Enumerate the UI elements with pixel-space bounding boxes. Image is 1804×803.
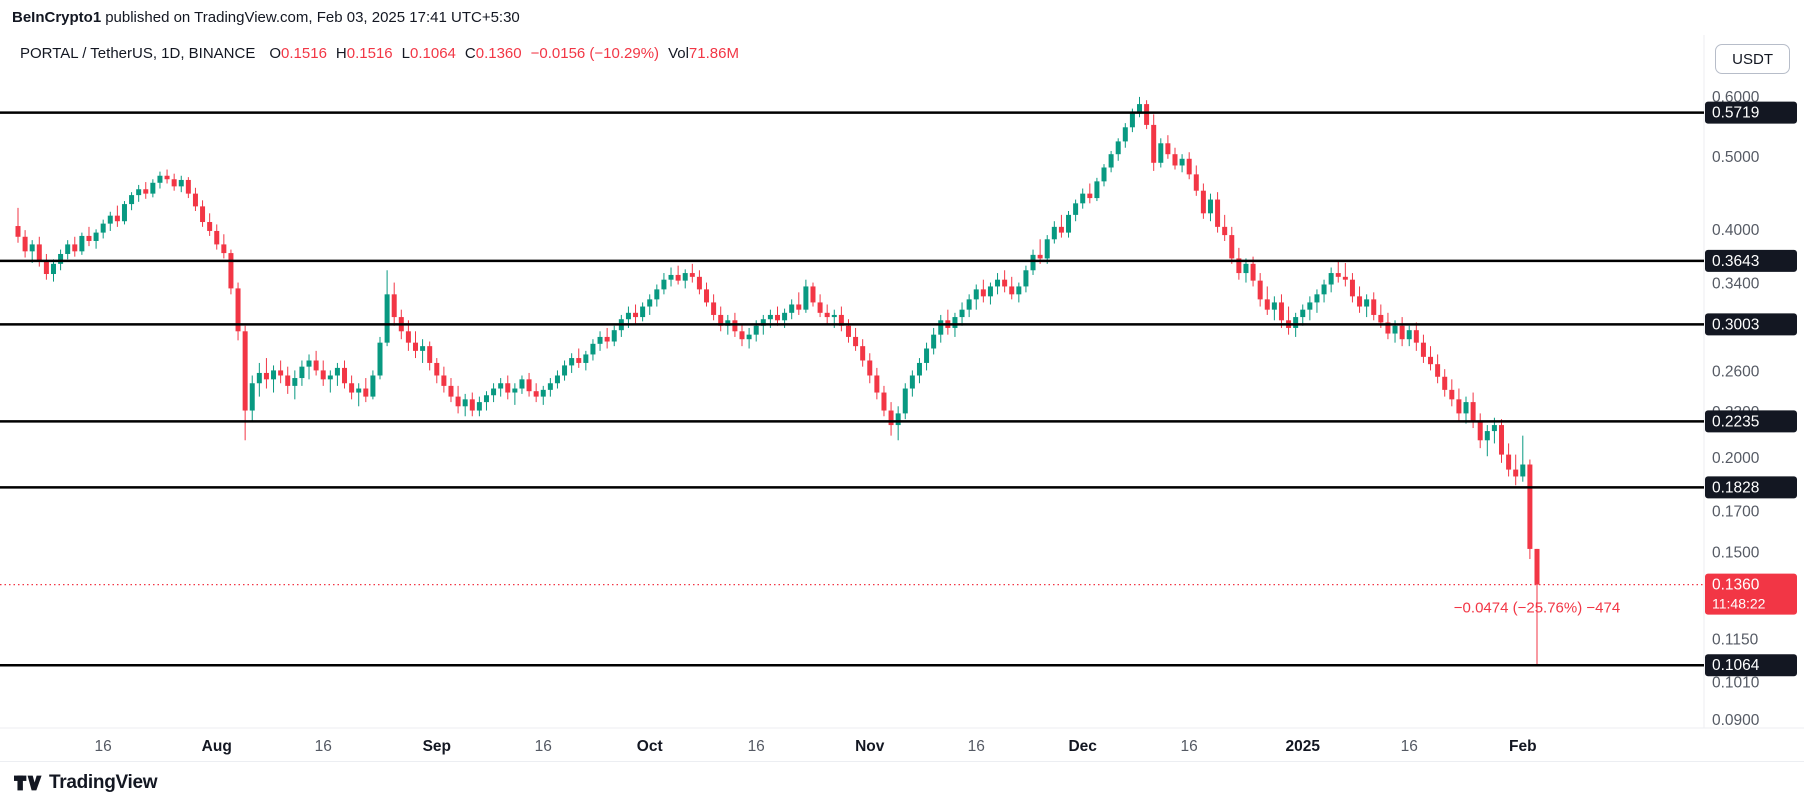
svg-text:16: 16 bbox=[315, 738, 332, 755]
svg-text:0.3400: 0.3400 bbox=[1712, 276, 1760, 293]
tradingview-logo-text: TradingView bbox=[49, 771, 158, 793]
currency-toggle-button[interactable]: USDT bbox=[1715, 44, 1790, 74]
svg-text:0.2000: 0.2000 bbox=[1712, 450, 1760, 467]
ohlc-close: C 0.1360 bbox=[465, 45, 522, 62]
open-value: 0.1516 bbox=[281, 45, 327, 62]
price-change-annotation[interactable]: −0.0474 (−25.76%) −474 bbox=[1454, 599, 1620, 616]
price-level-badges: 0.5719 0.3643 0.3003 0.2235 0.1828 0.1064 bbox=[1705, 101, 1797, 677]
volume-indicator: Vol 71.86M bbox=[668, 45, 739, 62]
svg-text:0.5000: 0.5000 bbox=[1712, 149, 1760, 166]
svg-text:0.2235: 0.2235 bbox=[1712, 413, 1759, 430]
svg-text:Feb: Feb bbox=[1509, 738, 1537, 755]
svg-text:0.1150: 0.1150 bbox=[1712, 632, 1759, 649]
horizontal-level-lines[interactable] bbox=[0, 111, 1704, 667]
volume-label: Vol bbox=[668, 45, 689, 62]
svg-text:Nov: Nov bbox=[855, 738, 885, 755]
svg-text:16: 16 bbox=[1401, 738, 1418, 755]
time-axis-ticks[interactable]: 16 Aug 16 Sep 16 Oct 16 Nov 16 Dec 16 2025 16 Feb bbox=[95, 738, 1537, 755]
candlestick-series bbox=[15, 96, 1540, 666]
svg-text:16: 16 bbox=[1181, 738, 1198, 755]
ohlc-open: O 0.1516 bbox=[269, 45, 327, 62]
svg-text:11:48:22: 11:48:22 bbox=[1712, 596, 1766, 612]
tradingview-logo[interactable]: TradingView bbox=[14, 771, 158, 795]
svg-text:Aug: Aug bbox=[202, 738, 232, 755]
svg-text:0.5719: 0.5719 bbox=[1712, 105, 1759, 122]
svg-text:0.1360: 0.1360 bbox=[1712, 577, 1760, 594]
attribution-bar: BeInCrypto1 published on TradingView.com… bbox=[0, 0, 1804, 34]
tradingview-logo-icon bbox=[14, 775, 42, 790]
attribution-text: published on TradingView.com, Feb 03, 20… bbox=[105, 8, 520, 26]
last-price-badge: 0.1360 11:48:22 bbox=[1705, 573, 1797, 615]
svg-text:0.3003: 0.3003 bbox=[1712, 316, 1759, 333]
ohlc-low: L 0.1064 bbox=[402, 45, 456, 62]
svg-text:16: 16 bbox=[968, 738, 985, 755]
svg-text:Dec: Dec bbox=[1068, 738, 1097, 755]
svg-text:16: 16 bbox=[95, 738, 112, 755]
svg-text:0.3643: 0.3643 bbox=[1712, 253, 1759, 270]
svg-text:0.1064: 0.1064 bbox=[1712, 657, 1760, 674]
volume-value: 71.86M bbox=[688, 45, 739, 62]
svg-text:0.0900: 0.0900 bbox=[1712, 712, 1760, 729]
close-label: C bbox=[464, 45, 476, 62]
svg-text:0.1500: 0.1500 bbox=[1712, 544, 1760, 561]
author-link[interactable]: BeInCrypto1 bbox=[12, 8, 102, 26]
high-label: H bbox=[335, 45, 347, 62]
low-value: 0.1064 bbox=[410, 45, 456, 62]
chart-legend: PORTAL / TetherUS, 1D, BINANCE O 0.1516 H… bbox=[20, 45, 739, 62]
symbol-title[interactable]: PORTAL / TetherUS, 1D, BINANCE bbox=[20, 45, 256, 62]
change-value: −0.0156 (−10.29%) bbox=[530, 45, 660, 62]
svg-text:16: 16 bbox=[748, 738, 765, 755]
low-label: L bbox=[401, 45, 410, 62]
svg-text:Oct: Oct bbox=[637, 738, 663, 755]
svg-text:Sep: Sep bbox=[423, 738, 451, 755]
close-value: 0.1360 bbox=[475, 45, 522, 62]
svg-text:0.1828: 0.1828 bbox=[1712, 479, 1759, 496]
svg-text:16: 16 bbox=[535, 738, 552, 755]
price-axis-ticks[interactable]: 0.60000.50000.40000.34000.26000.23000.20… bbox=[1712, 89, 1760, 729]
svg-text:0.1010: 0.1010 bbox=[1712, 674, 1760, 691]
svg-text:0.1700: 0.1700 bbox=[1712, 503, 1760, 520]
open-label: O bbox=[269, 45, 282, 62]
svg-text:2025: 2025 bbox=[1286, 738, 1321, 755]
ohlc-high: H 0.1516 bbox=[336, 45, 393, 62]
svg-text:0.2600: 0.2600 bbox=[1712, 364, 1760, 381]
svg-text:0.6000: 0.6000 bbox=[1712, 89, 1760, 106]
high-value: 0.1516 bbox=[346, 45, 393, 62]
svg-text:0.4000: 0.4000 bbox=[1712, 222, 1760, 239]
footer: TradingView bbox=[0, 761, 1804, 803]
